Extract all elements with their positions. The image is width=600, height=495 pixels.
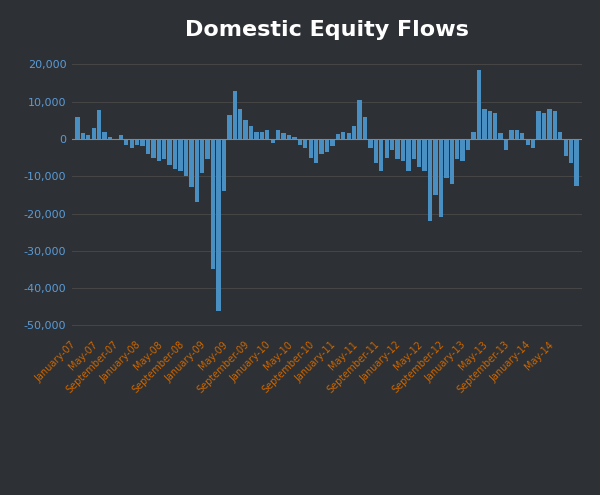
Bar [319,139,324,154]
Bar [358,100,362,139]
Bar [433,139,437,195]
Bar [374,139,378,163]
Bar [542,113,546,139]
Bar [178,139,182,171]
Bar [200,139,205,173]
Bar [80,133,85,139]
Bar [108,137,112,139]
Bar [390,139,394,150]
Bar [75,117,80,139]
Bar [135,139,139,145]
Bar [265,130,269,139]
Bar [167,139,172,165]
Bar [531,139,535,148]
Bar [260,132,264,139]
Bar [86,135,91,139]
Bar [422,139,427,171]
Bar [482,109,487,139]
Bar [119,135,123,139]
Bar [379,139,383,171]
Bar [509,130,514,139]
Bar [330,139,335,147]
Bar [347,133,351,139]
Bar [488,111,492,139]
Bar [298,139,302,145]
Bar [281,133,286,139]
Bar [439,139,443,217]
Bar [325,139,329,152]
Bar [553,111,557,139]
Bar [157,139,161,161]
Bar [254,132,259,139]
Bar [124,139,128,145]
Bar [173,139,177,169]
Bar [271,139,275,143]
Bar [460,139,465,161]
Bar [520,133,524,139]
Bar [449,139,454,184]
Bar [515,130,519,139]
Bar [472,132,476,139]
Bar [395,139,400,159]
Bar [401,139,405,161]
Bar [314,139,319,163]
Bar [558,132,562,139]
Bar [308,139,313,157]
Bar [238,109,242,139]
Bar [335,134,340,139]
Bar [184,139,188,176]
Bar [162,139,166,159]
Bar [477,70,481,139]
Bar [341,132,346,139]
Bar [563,139,568,156]
Bar [113,139,118,140]
Bar [536,111,541,139]
Bar [569,139,574,163]
Bar [205,139,210,159]
Bar [574,139,579,186]
Bar [303,139,307,148]
Bar [455,139,460,159]
Bar [504,139,508,150]
Bar [363,117,367,139]
Bar [249,126,253,139]
Bar [292,138,296,139]
Bar [385,139,389,157]
Bar [287,135,291,139]
Bar [406,139,410,171]
Bar [368,139,373,148]
Bar [194,139,199,202]
Bar [97,110,101,139]
Bar [244,120,248,139]
Bar [493,113,497,139]
Bar [526,139,530,145]
Bar [151,139,155,157]
Bar [189,139,194,188]
Bar [146,139,150,154]
Bar [352,126,356,139]
Bar [444,139,449,178]
Bar [92,128,96,139]
Bar [140,139,145,147]
Bar [547,109,551,139]
Bar [227,115,232,139]
Title: Domestic Equity Flows: Domestic Equity Flows [185,20,469,40]
Bar [233,91,237,139]
Bar [217,139,221,310]
Bar [466,139,470,150]
Bar [412,139,416,159]
Bar [417,139,421,167]
Bar [428,139,432,221]
Bar [499,133,503,139]
Bar [222,139,226,191]
Bar [103,132,107,139]
Bar [211,139,215,269]
Bar [276,130,280,139]
Bar [130,139,134,148]
